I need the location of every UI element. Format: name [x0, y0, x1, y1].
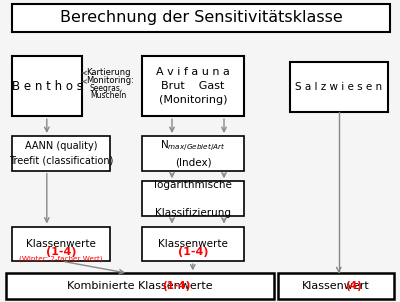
Text: Klassenwerte: Klassenwerte — [158, 239, 228, 249]
Text: (1-4): (1-4) — [178, 246, 208, 257]
Text: (1-4): (1-4) — [46, 246, 76, 257]
FancyBboxPatch shape — [12, 136, 110, 171]
Text: Klassenwert: Klassenwert — [302, 281, 370, 291]
FancyBboxPatch shape — [12, 56, 82, 116]
FancyBboxPatch shape — [278, 273, 394, 299]
Text: B e n t h o s: B e n t h o s — [12, 79, 82, 93]
FancyBboxPatch shape — [12, 226, 110, 261]
Text: Monitoring:: Monitoring: — [86, 76, 134, 85]
FancyBboxPatch shape — [142, 56, 244, 116]
Text: Kombinierte Klassenwerte: Kombinierte Klassenwerte — [67, 281, 213, 291]
Text: N$_{max / Gebiet / Art}$
(Index): N$_{max / Gebiet / Art}$ (Index) — [160, 139, 226, 168]
Text: Muscheln: Muscheln — [90, 91, 126, 100]
Text: (1-4): (1-4) — [162, 281, 190, 291]
FancyBboxPatch shape — [6, 273, 274, 299]
Text: A v i f a u n a
Brut    Gast
(Monitoring): A v i f a u n a Brut Gast (Monitoring) — [156, 67, 230, 105]
Text: logarithmische

Klassifizierung: logarithmische Klassifizierung — [154, 180, 232, 217]
Text: (4): (4) — [346, 281, 362, 291]
FancyBboxPatch shape — [12, 4, 390, 32]
Text: Klassenwerte: Klassenwerte — [26, 239, 96, 249]
Text: S a l z w i e s e n: S a l z w i e s e n — [296, 82, 382, 92]
FancyBboxPatch shape — [290, 62, 388, 112]
Text: AANN (quality)
Treefit (classification): AANN (quality) Treefit (classification) — [9, 141, 113, 165]
FancyBboxPatch shape — [142, 226, 244, 261]
Text: (Winter: 2-facher Wert): (Winter: 2-facher Wert) — [19, 255, 103, 262]
Text: Kartierung: Kartierung — [86, 68, 130, 77]
Text: Berechnung der Sensitivitätsklasse: Berechnung der Sensitivitätsklasse — [60, 10, 342, 25]
Text: Seegras,: Seegras, — [90, 84, 123, 93]
FancyBboxPatch shape — [142, 136, 244, 171]
FancyBboxPatch shape — [142, 181, 244, 216]
